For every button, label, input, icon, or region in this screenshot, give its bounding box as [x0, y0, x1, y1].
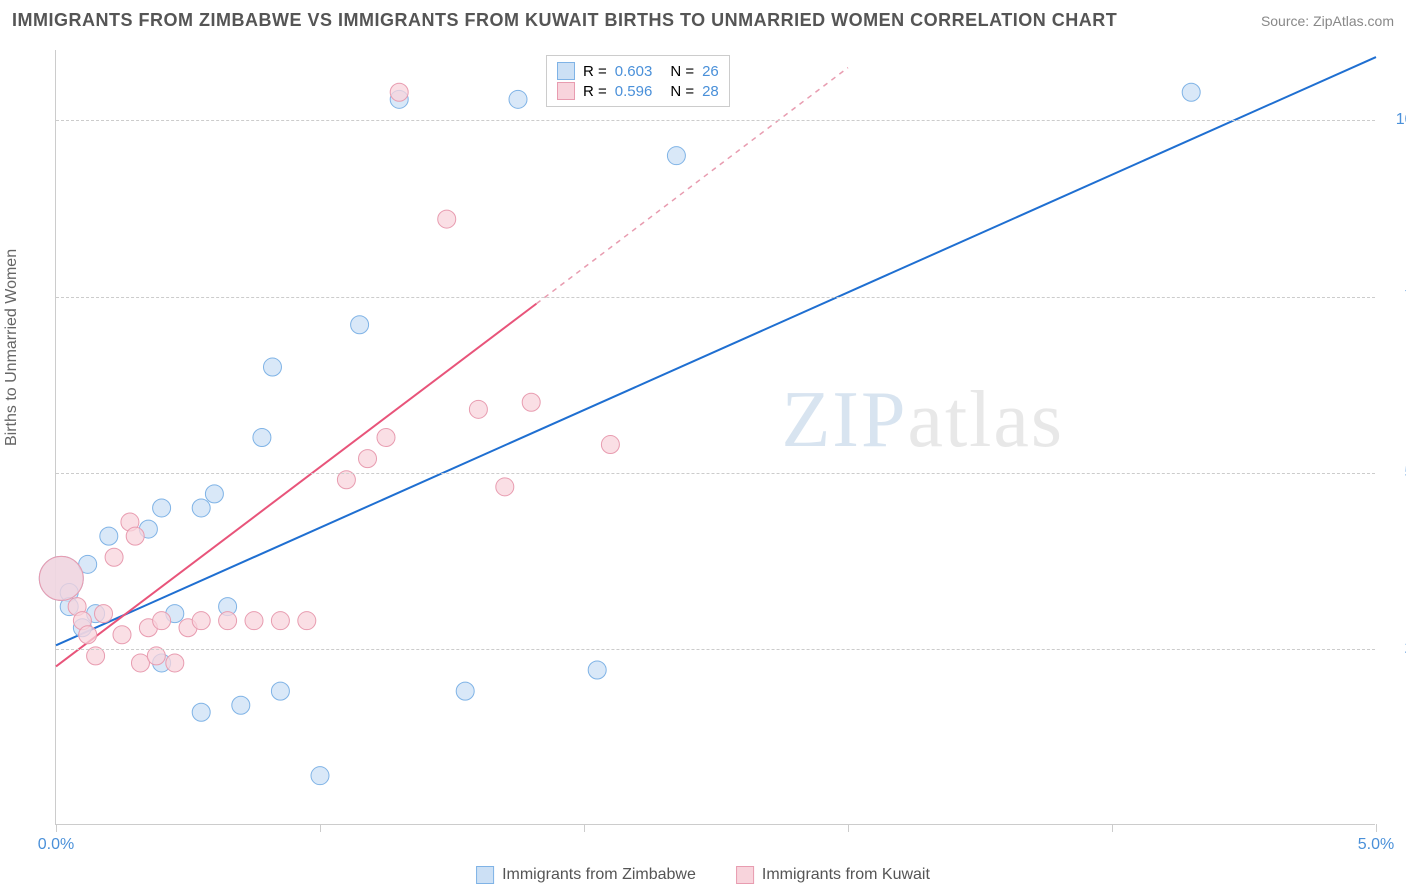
chart-title: IMMIGRANTS FROM ZIMBABWE VS IMMIGRANTS F…: [12, 10, 1117, 31]
data-point: [39, 556, 83, 600]
data-point: [359, 450, 377, 468]
y-tick-label: 100.0%: [1380, 111, 1406, 129]
chart-container: IMMIGRANTS FROM ZIMBABWE VS IMMIGRANTS F…: [0, 0, 1406, 892]
trend-line: [56, 57, 1376, 645]
y-tick-label: 50.0%: [1380, 464, 1406, 482]
data-point: [351, 316, 369, 334]
data-point: [438, 210, 456, 228]
data-point: [192, 703, 210, 721]
data-point: [263, 358, 281, 376]
legend-row-kuwait: R = 0.596 N = 28: [557, 82, 719, 100]
data-point: [126, 527, 144, 545]
legend-swatch-zimbabwe: [557, 62, 575, 80]
data-point: [522, 393, 540, 411]
y-axis-label: Births to Unmarried Women: [3, 249, 21, 446]
data-point: [79, 626, 97, 644]
data-point: [298, 612, 316, 630]
data-point: [601, 436, 619, 454]
plot-area: ZIPatlas R = 0.603 N = 26 R = 0.596 N = …: [55, 50, 1375, 825]
y-tick-label: 75.0%: [1380, 288, 1406, 306]
legend-item-zimbabwe: Immigrants from Zimbabwe: [476, 866, 696, 884]
data-point: [253, 429, 271, 447]
x-tick-label: 5.0%: [1358, 836, 1394, 854]
data-point: [667, 147, 685, 165]
n-value-kuwait: 28: [702, 83, 719, 100]
trend-line: [56, 304, 536, 667]
chart-header: IMMIGRANTS FROM ZIMBABWE VS IMMIGRANTS F…: [12, 10, 1394, 31]
data-point: [131, 654, 149, 672]
chart-source: Source: ZipAtlas.com: [1261, 13, 1394, 29]
data-point: [456, 682, 474, 700]
data-point: [232, 696, 250, 714]
data-point: [496, 478, 514, 496]
data-point: [509, 90, 527, 108]
data-point: [95, 605, 113, 623]
legend-correlation: R = 0.603 N = 26 R = 0.596 N = 28: [546, 55, 730, 107]
legend-swatch-icon: [476, 866, 494, 884]
y-tick-label: 25.0%: [1380, 640, 1406, 658]
data-point: [153, 499, 171, 517]
plot-svg: [56, 50, 1375, 824]
data-point: [469, 400, 487, 418]
legend-row-zimbabwe: R = 0.603 N = 26: [557, 62, 719, 80]
data-point: [219, 612, 237, 630]
x-tick-label: 0.0%: [38, 836, 74, 854]
data-point: [245, 612, 263, 630]
data-point: [105, 548, 123, 566]
r-value-zimbabwe: 0.603: [615, 63, 653, 80]
legend-item-kuwait: Immigrants from Kuwait: [736, 866, 930, 884]
legend-swatch-icon: [736, 866, 754, 884]
data-point: [166, 654, 184, 672]
data-point: [192, 612, 210, 630]
data-point: [311, 767, 329, 785]
r-value-kuwait: 0.596: [615, 83, 653, 100]
data-point: [271, 682, 289, 700]
data-point: [192, 499, 210, 517]
data-point: [100, 527, 118, 545]
legend-swatch-kuwait: [557, 82, 575, 100]
data-point: [390, 83, 408, 101]
data-point: [205, 485, 223, 503]
data-point: [1182, 83, 1200, 101]
data-point: [153, 612, 171, 630]
data-point: [377, 429, 395, 447]
data-point: [271, 612, 289, 630]
legend-bottom: Immigrants from Zimbabwe Immigrants from…: [476, 866, 930, 884]
n-value-zimbabwe: 26: [702, 63, 719, 80]
data-point: [113, 626, 131, 644]
data-point: [588, 661, 606, 679]
